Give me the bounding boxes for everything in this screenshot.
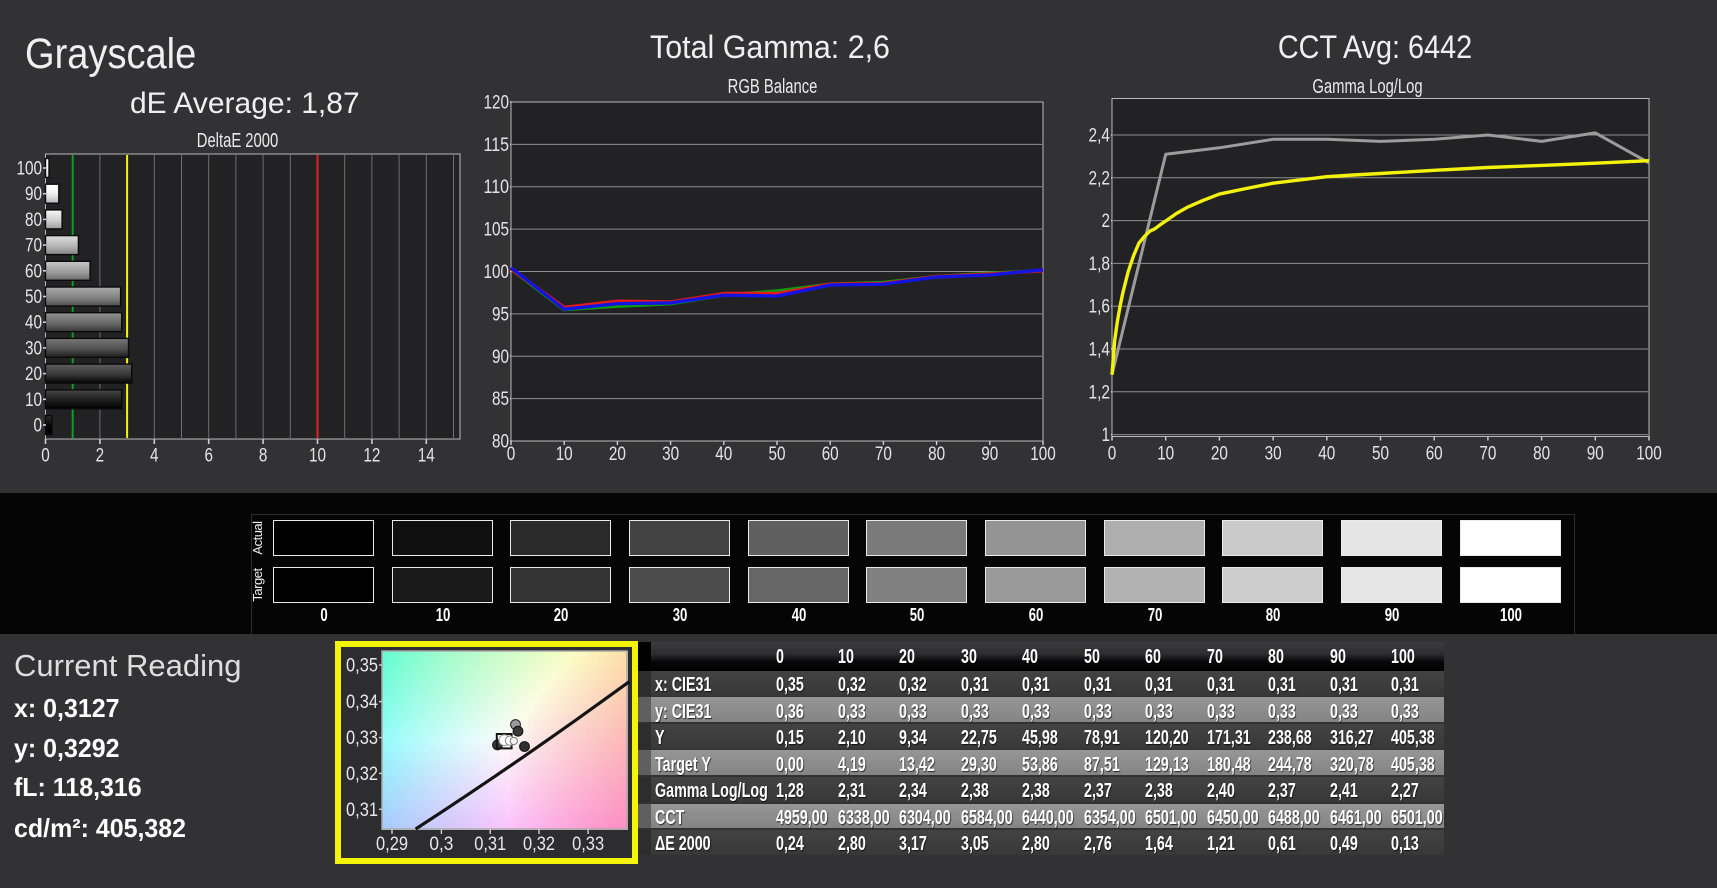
svg-text:4: 4 <box>150 446 159 467</box>
svg-text:0,32: 0,32 <box>346 764 378 785</box>
svg-text:80: 80 <box>1533 444 1550 465</box>
svg-text:70: 70 <box>875 444 892 465</box>
svg-text:70: 70 <box>25 236 42 257</box>
svg-text:0,33: 0,33 <box>572 834 604 855</box>
svg-text:60: 60 <box>25 261 42 282</box>
svg-text:40: 40 <box>1318 444 1335 465</box>
svg-text:100: 100 <box>17 159 43 180</box>
svg-text:8: 8 <box>259 446 268 467</box>
svg-text:50: 50 <box>769 444 786 465</box>
svg-text:85: 85 <box>492 389 509 410</box>
svg-text:0,29: 0,29 <box>376 834 408 855</box>
svg-text:12: 12 <box>363 446 380 467</box>
svg-text:115: 115 <box>484 135 510 156</box>
svg-text:2: 2 <box>96 446 105 467</box>
svg-text:100: 100 <box>1636 444 1662 465</box>
svg-text:0,31: 0,31 <box>474 834 506 855</box>
svg-text:30: 30 <box>662 444 679 465</box>
svg-text:110: 110 <box>484 177 510 198</box>
svg-text:6: 6 <box>204 446 213 467</box>
svg-text:14: 14 <box>418 446 435 467</box>
svg-text:10: 10 <box>1157 444 1174 465</box>
svg-text:60: 60 <box>1426 444 1443 465</box>
svg-text:0,3: 0,3 <box>429 834 453 855</box>
svg-text:30: 30 <box>1265 444 1282 465</box>
svg-text:70: 70 <box>1479 444 1496 465</box>
svg-text:30: 30 <box>25 338 42 359</box>
svg-text:2,2: 2,2 <box>1089 168 1111 189</box>
svg-text:120: 120 <box>484 95 510 114</box>
svg-text:90: 90 <box>492 347 509 368</box>
svg-text:90: 90 <box>25 184 42 205</box>
svg-text:0,34: 0,34 <box>346 692 378 713</box>
svg-text:10: 10 <box>309 446 326 467</box>
svg-text:0: 0 <box>41 446 50 467</box>
svg-text:0: 0 <box>1108 444 1117 465</box>
svg-text:0,31: 0,31 <box>346 800 378 821</box>
svg-text:80: 80 <box>492 432 509 453</box>
svg-text:0,33: 0,33 <box>346 728 378 749</box>
svg-text:90: 90 <box>981 444 998 465</box>
svg-text:100: 100 <box>484 262 510 283</box>
svg-text:2,4: 2,4 <box>1089 126 1111 147</box>
svg-text:1,8: 1,8 <box>1089 254 1111 275</box>
svg-text:10: 10 <box>25 390 42 411</box>
svg-text:50: 50 <box>1372 444 1389 465</box>
svg-text:1: 1 <box>1102 425 1111 446</box>
svg-text:0: 0 <box>34 416 43 437</box>
svg-text:40: 40 <box>715 444 732 465</box>
svg-text:100: 100 <box>1030 444 1056 465</box>
svg-text:2: 2 <box>1102 211 1111 232</box>
svg-text:50: 50 <box>25 287 42 308</box>
svg-text:90: 90 <box>1587 444 1604 465</box>
svg-text:0,35: 0,35 <box>346 656 378 677</box>
svg-text:20: 20 <box>1211 444 1228 465</box>
svg-text:10: 10 <box>556 444 573 465</box>
svg-text:1,2: 1,2 <box>1089 382 1111 403</box>
svg-text:105: 105 <box>484 220 510 241</box>
svg-text:40: 40 <box>25 313 42 334</box>
svg-text:60: 60 <box>822 444 839 465</box>
svg-text:20: 20 <box>25 364 42 385</box>
svg-text:95: 95 <box>492 304 509 325</box>
svg-text:20: 20 <box>609 444 626 465</box>
svg-text:1,4: 1,4 <box>1089 340 1111 361</box>
svg-text:0: 0 <box>507 444 516 465</box>
svg-text:1,6: 1,6 <box>1089 297 1111 318</box>
svg-text:0,32: 0,32 <box>523 834 555 855</box>
svg-text:80: 80 <box>25 210 42 231</box>
svg-text:80: 80 <box>928 444 945 465</box>
